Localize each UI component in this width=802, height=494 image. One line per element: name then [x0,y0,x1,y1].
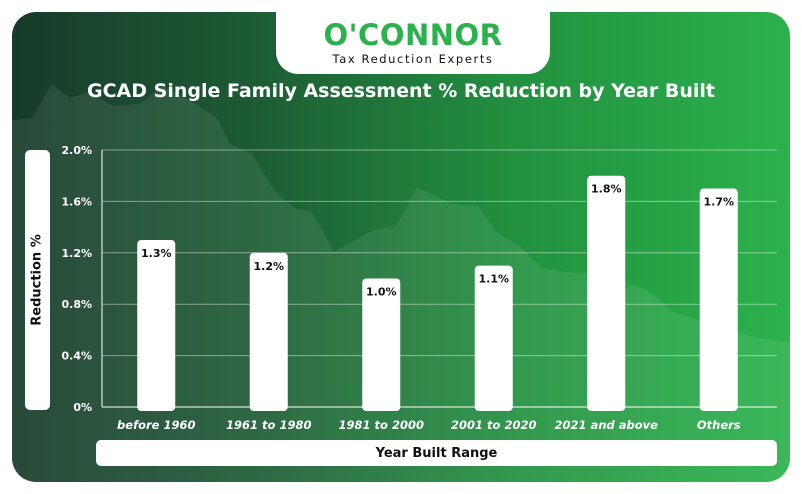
data-label: 1.2% [253,260,284,273]
brand-tagline: Tax Reduction Experts [332,52,494,66]
bar [249,252,288,411]
chart-title: GCAD Single Family Assessment % Reductio… [87,80,715,102]
data-label: 1.8% [591,183,622,196]
y-tick-label: 0.4% [61,350,92,363]
data-label: 1.0% [366,286,397,299]
bar [474,265,513,411]
data-label: 1.1% [478,273,509,286]
y-tick-label: 1.6% [61,195,92,208]
x-axis-label: Year Built Range [375,446,498,461]
y-tick-label: 0.8% [61,298,92,311]
bar [699,188,738,411]
y-tick-label: 0% [73,401,92,414]
x-tick-label: 2001 to 2020 [451,418,536,432]
x-tick-label: 1961 to 1980 [226,418,311,432]
y-tick-label: 1.2% [61,247,92,260]
x-tick-label: Others [697,418,741,432]
data-label: 1.3% [141,247,172,260]
data-label: 1.7% [703,196,734,209]
bar [587,175,626,411]
x-axis-label-box [96,440,777,466]
logo-tab: O'CONNOR Tax Reduction Experts [276,12,550,74]
y-axis-label-box [25,150,50,410]
x-tick-label: 2021 and above [555,418,659,432]
x-tick-label: 1981 to 2000 [339,418,424,432]
y-tick-label: 2.0% [61,144,92,157]
bar [362,278,401,411]
bar [137,239,176,411]
x-tick-label: before 1960 [117,418,195,432]
brand-logo: O'CONNOR [323,18,503,52]
